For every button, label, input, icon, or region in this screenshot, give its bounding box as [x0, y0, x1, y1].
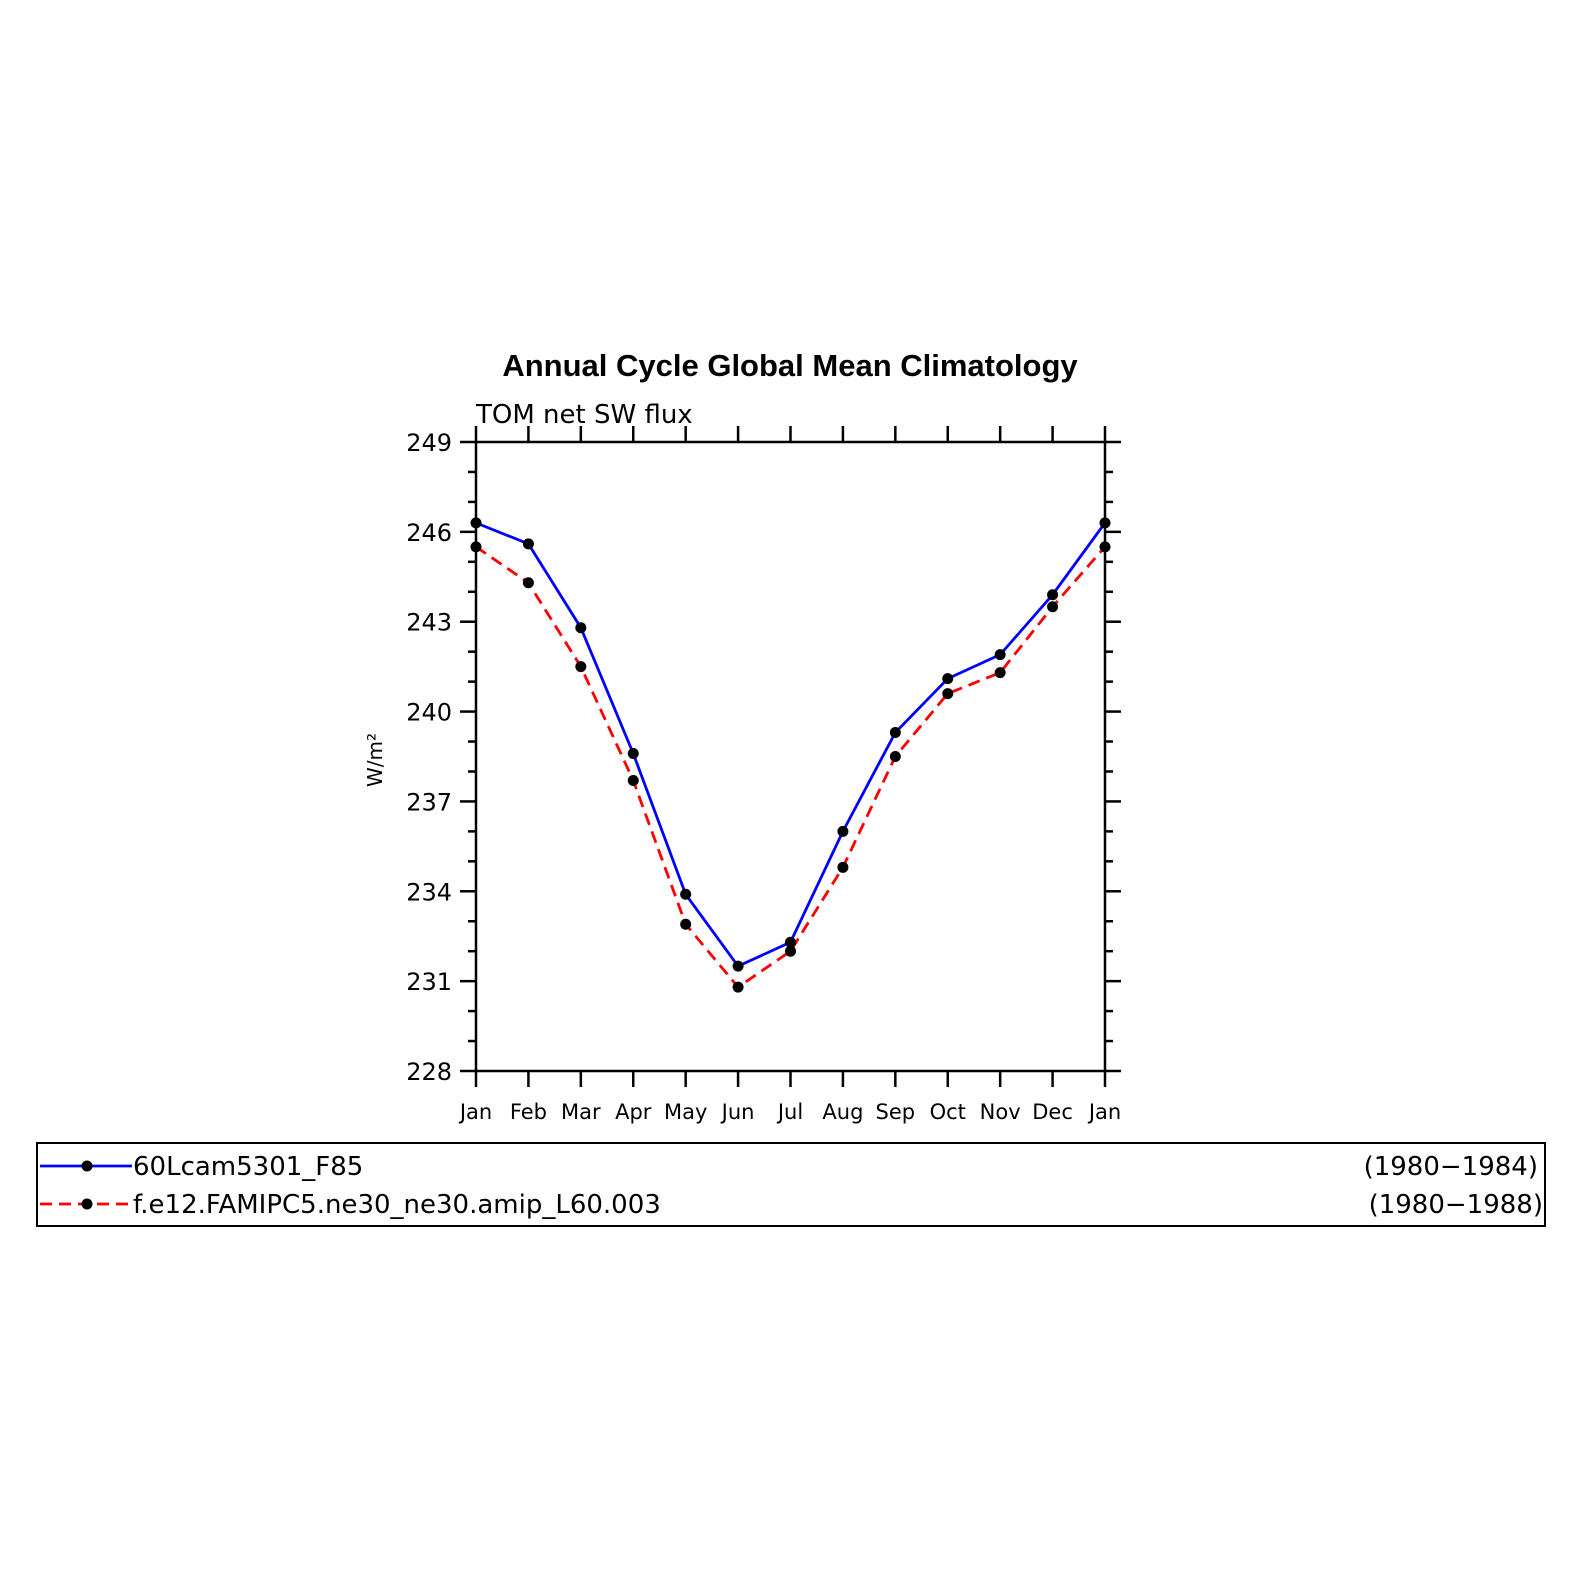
y-axis: 228 231 234 237 240 243 246 249 [406, 429, 1121, 1086]
data-point [994, 667, 1006, 679]
data-point [785, 945, 796, 957]
data-point [942, 673, 954, 685]
legend-series-name: 60Lcam5301_F85 [133, 1152, 363, 1182]
data-point [627, 774, 639, 786]
data-point [680, 918, 692, 930]
data-point [1099, 517, 1111, 529]
data-point [575, 622, 587, 634]
x-tick-label: Sep [876, 1100, 916, 1124]
legend: 60Lcam5301_F85 (1980−1984) f.e12.FAMIPC5.n… [36, 1142, 1546, 1227]
data-point [785, 936, 796, 948]
data-point [470, 517, 482, 529]
x-tick-label: Jul [776, 1100, 803, 1124]
y-tick-label: 228 [406, 1058, 452, 1086]
data-point [994, 649, 1006, 661]
x-tick-label: May [664, 1100, 707, 1124]
x-tick-label: Oct [930, 1100, 966, 1124]
data-point [1047, 589, 1059, 601]
plot-frame [474, 440, 1107, 1073]
x-tick-label: Dec [1032, 1100, 1073, 1124]
data-point [889, 751, 901, 762]
data-point [522, 577, 534, 589]
data-point [837, 825, 849, 837]
y-tick-label: 249 [406, 429, 452, 457]
legend-marker [81, 1198, 93, 1210]
chart-title: Annual Cycle Global Mean Climatology [502, 348, 1078, 383]
data-point [732, 981, 744, 993]
x-tick-label: Feb [510, 1100, 547, 1124]
data-point [1047, 601, 1059, 613]
data-point [680, 888, 692, 900]
legend-series-period: (1980−1988) [1369, 1190, 1543, 1220]
legend-series-period: (1980−1984) [1364, 1152, 1538, 1182]
y-axis-label: W/m² [363, 733, 387, 787]
x-tick-label: Apr [615, 1100, 652, 1124]
data-point [522, 538, 534, 550]
plot-border [474, 440, 1107, 1073]
data-point [889, 727, 901, 739]
y-tick-label: 234 [406, 878, 452, 906]
data-point [470, 541, 482, 553]
chart-subtitle: TOM net SW flux [475, 400, 693, 430]
x-tick-label: Nov [980, 1100, 1021, 1124]
x-tick-label: Jan [458, 1100, 492, 1124]
data-point [575, 661, 587, 673]
data-point [1099, 541, 1111, 553]
x-tick-label: Aug [822, 1100, 863, 1124]
data-point [627, 748, 639, 760]
y-tick-label: 240 [406, 699, 452, 727]
y-tick-label: 243 [406, 609, 452, 637]
x-tick-label: Mar [561, 1100, 601, 1124]
x-tick-label: Jan [1087, 1100, 1121, 1124]
data-point [942, 688, 954, 700]
data-point [732, 960, 744, 972]
data-point [837, 861, 849, 873]
x-axis: Jan Feb Mar Apr May Jun Jul Aug Sep Oct Nov Dec Jan [458, 426, 1121, 1124]
series-line [475, 521, 1107, 968]
y-tick-label: 231 [406, 968, 452, 996]
legend-box [36, 1142, 1546, 1227]
legend-marker [81, 1160, 93, 1172]
series-layer [470, 517, 1111, 993]
y-tick-label: 246 [406, 519, 452, 547]
legend-series-name: f.e12.FAMIPC5.ne30_ne30.amip_L60.003 [133, 1190, 661, 1220]
x-tick-label: Jun [720, 1100, 755, 1124]
y-tick-label: 237 [406, 788, 452, 816]
